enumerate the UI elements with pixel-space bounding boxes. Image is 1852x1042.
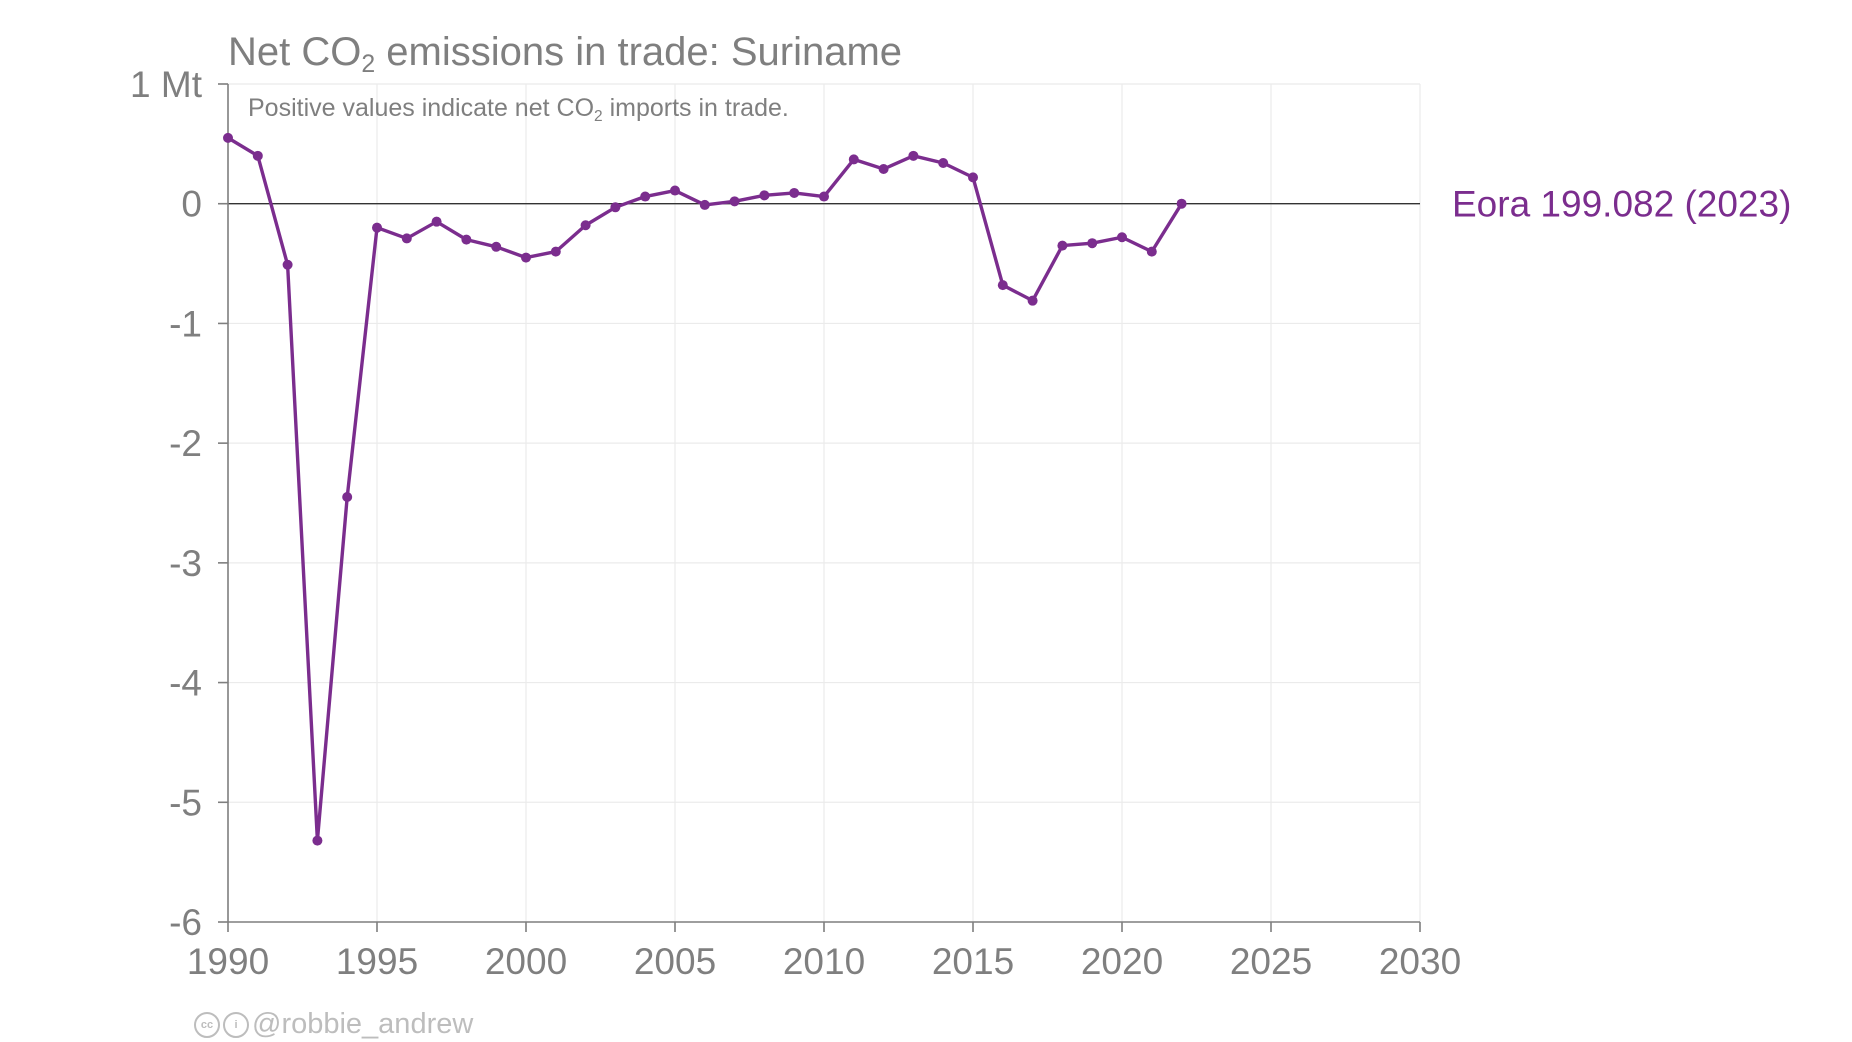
- x-tick-label: 2030: [1379, 941, 1461, 982]
- data-point: [282, 259, 293, 270]
- series-label: Eora 199.082 (2023): [1452, 184, 1791, 225]
- creative-commons-icon: cc: [194, 1012, 220, 1039]
- data-point: [372, 222, 382, 233]
- y-tick-label: -5: [169, 782, 202, 823]
- grid-lines: [227, 83, 1421, 923]
- series-line: [227, 136, 1184, 843]
- x-tick-label: 2025: [1230, 941, 1312, 982]
- y-tick-label: -6: [169, 902, 202, 943]
- credit-handle: @robbie_andrew: [252, 1008, 474, 1040]
- data-point: [878, 163, 889, 174]
- x-tick-label: 2015: [932, 941, 1014, 982]
- x-tick-label: 1990: [187, 941, 269, 982]
- data-point: [759, 190, 770, 201]
- data-point: [1146, 246, 1157, 257]
- y-tick-label: 0: [181, 184, 202, 225]
- y-tick-label: -4: [169, 663, 202, 704]
- data-point: [997, 280, 1008, 291]
- data-point: [491, 241, 502, 252]
- data-point: [252, 150, 263, 161]
- data-point: [312, 835, 323, 846]
- data-point: [550, 246, 561, 257]
- data-point: [908, 150, 919, 161]
- y-axis-tick-labels: 1 Mt 0 -1 -2 -3 -4 -5 -6: [130, 64, 203, 943]
- data-point: [699, 199, 710, 210]
- data-point: [610, 202, 621, 213]
- data-point: [789, 187, 800, 198]
- data-point: [461, 234, 472, 245]
- y-tick-label: -1: [169, 303, 202, 344]
- data-point: [670, 185, 680, 196]
- data-point: [431, 216, 442, 227]
- data-point: [521, 252, 531, 263]
- x-tick-label: 1995: [336, 941, 418, 982]
- x-tick-label: 2005: [634, 941, 716, 982]
- data-point: [1027, 295, 1038, 306]
- data-point: [938, 158, 949, 169]
- data-point: [729, 196, 740, 207]
- data-point: [342, 492, 353, 503]
- data-point: [640, 191, 651, 202]
- chart-subtitle: Positive values indicate net CO2 imports…: [248, 94, 789, 125]
- y-tick-label: -2: [169, 423, 202, 464]
- data-point: [968, 172, 978, 183]
- credit-line: cc i @robbie_andrew: [194, 1008, 473, 1041]
- x-tick-label: 2010: [783, 941, 865, 982]
- data-point: [580, 220, 591, 231]
- data-point: [1176, 198, 1187, 209]
- x-axis-tick-labels: 1990 1995 2000 2005 2010 2015 2020 2025 2030: [187, 941, 1461, 982]
- series-layer: Eora 199.082 (2023): [223, 132, 1791, 846]
- x-tick-label: 2020: [1081, 941, 1163, 982]
- attribution-icon: i: [223, 1012, 249, 1039]
- chart-title: Net CO2 emissions in trade: Suriname: [228, 30, 903, 79]
- data-point: [819, 191, 829, 202]
- x-tick-label: 2000: [485, 941, 567, 982]
- data-point: [223, 132, 233, 143]
- data-point: [401, 233, 412, 244]
- y-tick-label: -3: [169, 543, 202, 584]
- data-point: [848, 154, 859, 165]
- data-point: [1117, 232, 1127, 243]
- data-point: [1087, 238, 1098, 249]
- axes: [218, 83, 1421, 932]
- y-tick-label: 1 Mt: [130, 64, 203, 105]
- data-point: [1057, 240, 1068, 251]
